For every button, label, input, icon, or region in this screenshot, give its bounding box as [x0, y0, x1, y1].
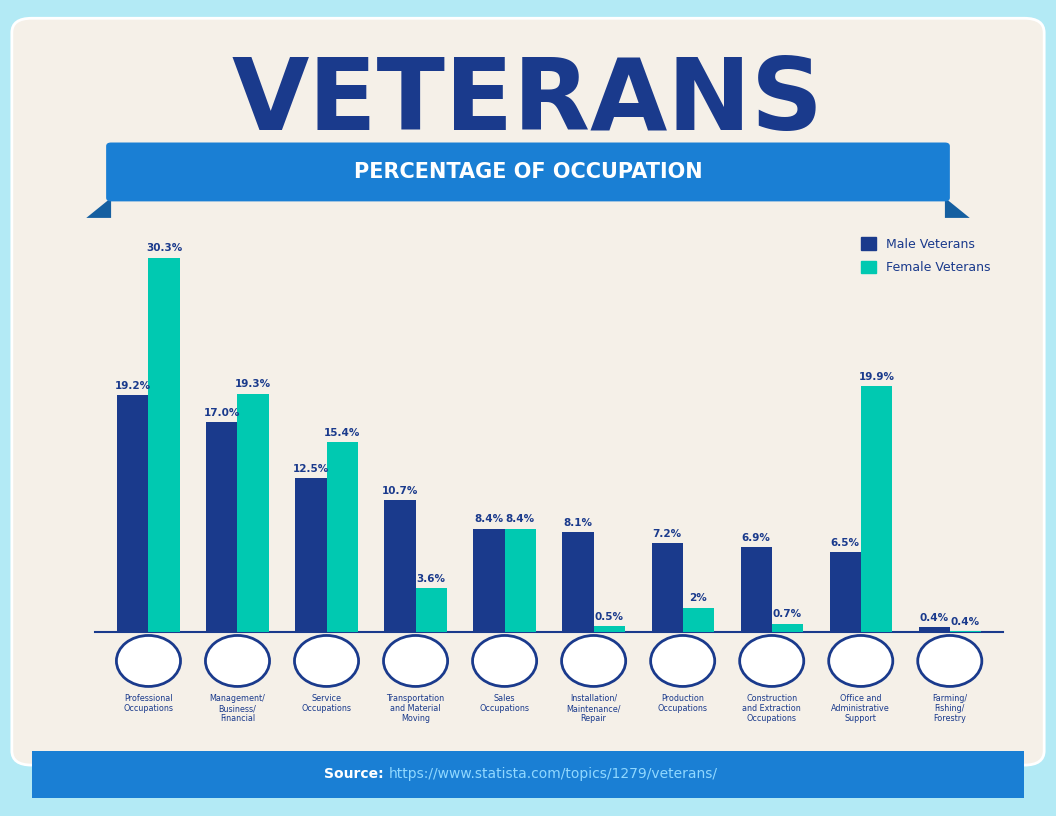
- Text: 0.5%: 0.5%: [595, 612, 624, 622]
- Text: 19.3%: 19.3%: [235, 379, 271, 389]
- Polygon shape: [87, 197, 111, 218]
- Text: 8.4%: 8.4%: [506, 514, 534, 524]
- Bar: [149, 258, 180, 632]
- Ellipse shape: [918, 636, 982, 686]
- Ellipse shape: [383, 636, 448, 686]
- Bar: [326, 442, 358, 632]
- Bar: [416, 588, 447, 632]
- Text: Source:: Source:: [324, 767, 384, 782]
- Ellipse shape: [206, 636, 269, 686]
- Text: 6.5%: 6.5%: [831, 538, 860, 548]
- Text: 0.4%: 0.4%: [920, 613, 948, 623]
- Bar: [593, 626, 625, 632]
- Bar: [296, 478, 326, 632]
- Bar: [740, 547, 772, 632]
- Text: 10.7%: 10.7%: [382, 486, 418, 496]
- Text: Production
Occupations: Production Occupations: [658, 694, 708, 713]
- Text: Sales
Occupations: Sales Occupations: [479, 694, 530, 713]
- Text: 17.0%: 17.0%: [204, 408, 240, 418]
- Bar: [861, 386, 892, 632]
- Text: 30.3%: 30.3%: [146, 243, 183, 254]
- Text: 2%: 2%: [690, 593, 708, 603]
- Text: Office and
Administrative
Support: Office and Administrative Support: [831, 694, 890, 724]
- Text: Farming/
Fishing/
Forestry: Farming/ Fishing/ Forestry: [932, 694, 967, 724]
- Ellipse shape: [116, 636, 181, 686]
- Text: Service
Occupations: Service Occupations: [302, 694, 352, 713]
- Text: PERCENTAGE OF OCCUPATION: PERCENTAGE OF OCCUPATION: [354, 162, 702, 182]
- FancyBboxPatch shape: [12, 18, 1044, 765]
- Ellipse shape: [295, 636, 359, 686]
- Bar: [830, 552, 861, 632]
- Text: 6.9%: 6.9%: [741, 533, 771, 543]
- Text: 19.9%: 19.9%: [859, 372, 894, 382]
- Text: Installation/
Maintenance/
Repair: Installation/ Maintenance/ Repair: [566, 694, 621, 724]
- Bar: [949, 631, 981, 632]
- Bar: [652, 543, 682, 632]
- Text: 19.2%: 19.2%: [115, 381, 151, 391]
- Bar: [505, 529, 535, 632]
- Text: Transportation
and Material
Moving: Transportation and Material Moving: [386, 694, 445, 724]
- Bar: [238, 394, 268, 632]
- Ellipse shape: [739, 636, 804, 686]
- Text: Professional
Occupations: Professional Occupations: [124, 694, 173, 713]
- Ellipse shape: [472, 636, 536, 686]
- FancyBboxPatch shape: [106, 143, 949, 202]
- Text: Construction
and Extraction
Occupations: Construction and Extraction Occupations: [742, 694, 802, 724]
- Text: https://www.statista.com/topics/1279/veterans/: https://www.statista.com/topics/1279/vet…: [389, 767, 718, 782]
- Ellipse shape: [562, 636, 626, 686]
- Ellipse shape: [829, 636, 892, 686]
- Bar: [206, 422, 238, 632]
- Polygon shape: [945, 197, 969, 218]
- Bar: [384, 500, 416, 632]
- Bar: [473, 529, 505, 632]
- Text: 3.6%: 3.6%: [417, 574, 446, 583]
- Bar: [919, 628, 949, 632]
- Text: VETERANS: VETERANS: [232, 54, 824, 151]
- Text: 7.2%: 7.2%: [653, 529, 682, 539]
- Bar: [772, 623, 803, 632]
- Text: Management/
Business/
Financial: Management/ Business/ Financial: [209, 694, 265, 724]
- Bar: [563, 532, 593, 632]
- Text: 8.1%: 8.1%: [564, 518, 592, 528]
- Text: 15.4%: 15.4%: [324, 428, 360, 437]
- Text: 12.5%: 12.5%: [293, 463, 329, 473]
- Text: 0.7%: 0.7%: [773, 610, 802, 619]
- Bar: [682, 608, 714, 632]
- Text: 8.4%: 8.4%: [474, 514, 504, 524]
- Bar: [117, 395, 149, 632]
- Legend: Male Veterans, Female Veterans: Male Veterans, Female Veterans: [855, 231, 997, 281]
- Ellipse shape: [650, 636, 715, 686]
- Text: 0.4%: 0.4%: [950, 617, 980, 627]
- FancyBboxPatch shape: [0, 747, 1056, 802]
